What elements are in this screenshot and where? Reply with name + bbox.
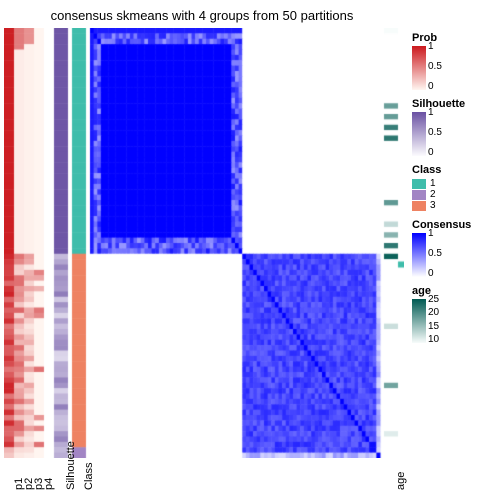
legend-swatch-2: 2 bbox=[412, 189, 502, 200]
x-label-age: age bbox=[395, 472, 407, 490]
legend-gradient-bar bbox=[412, 233, 426, 277]
swatch-label: 2 bbox=[430, 189, 436, 200]
legend-title: age bbox=[412, 285, 502, 297]
legend-title: Prob bbox=[412, 32, 502, 44]
swatch-label: 1 bbox=[430, 178, 436, 189]
plot-area bbox=[4, 28, 404, 458]
legend-consensus: Consensus00.51 bbox=[412, 219, 502, 277]
heatmap-canvas bbox=[4, 28, 404, 458]
legend-age: age10152025 bbox=[412, 285, 502, 343]
legend-prob: Prob00.51 bbox=[412, 32, 502, 90]
x-label-sil: Silhouette bbox=[65, 441, 77, 490]
legend-silhouette: Silhouette00.51 bbox=[412, 98, 502, 156]
legend-swatch-1: 1 bbox=[412, 178, 502, 189]
swatch-icon bbox=[412, 179, 426, 189]
swatch-icon bbox=[412, 201, 426, 211]
plot-title: consensus skmeans with 4 groups from 50 … bbox=[0, 8, 404, 23]
x-label-cls: Class bbox=[83, 462, 95, 490]
legends-panel: Prob00.51 Silhouette00.51 Class 123 Consensu… bbox=[412, 32, 502, 351]
legend-gradient-bar bbox=[412, 112, 426, 156]
swatch-label: 3 bbox=[430, 200, 436, 211]
legend-title: Consensus bbox=[412, 219, 502, 231]
legend-title: Class bbox=[412, 164, 502, 176]
x-axis-labels: p1p2p3p4SilhouetteClassage bbox=[4, 460, 404, 500]
legend-gradient-bar bbox=[412, 46, 426, 90]
legend-title: Silhouette bbox=[412, 98, 502, 110]
swatch-icon bbox=[412, 190, 426, 200]
legend-class: Class 123 bbox=[412, 164, 502, 211]
legend-gradient-bar bbox=[412, 299, 426, 343]
legend-swatch-3: 3 bbox=[412, 200, 502, 211]
x-label-p4: p4 bbox=[43, 478, 55, 490]
